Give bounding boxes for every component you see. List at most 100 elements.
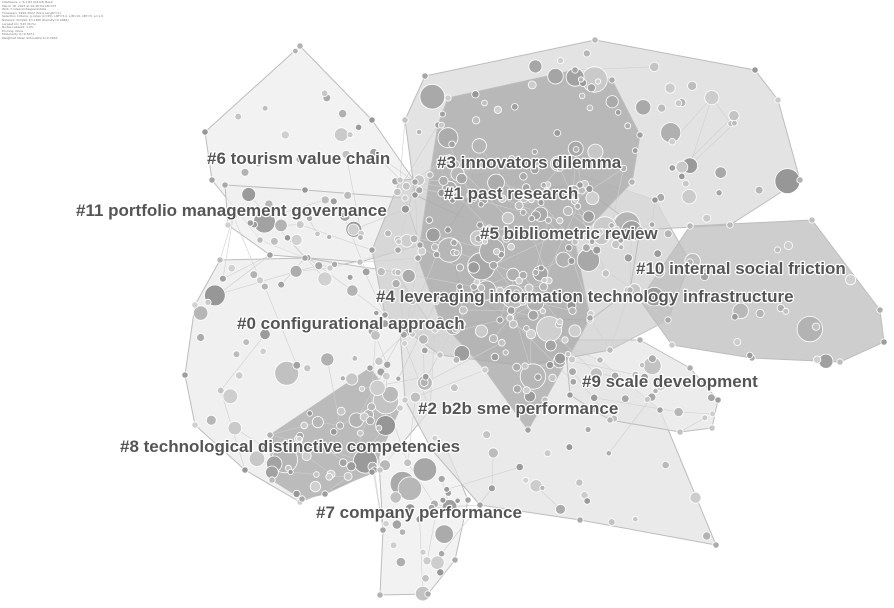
reference-node[interactable]	[394, 246, 402, 254]
reference-node[interactable]	[401, 268, 416, 283]
reference-node[interactable]	[554, 352, 566, 365]
reference-node[interactable]	[701, 414, 709, 422]
reference-node[interactable]	[422, 556, 432, 566]
reference-node[interactable]	[653, 249, 662, 258]
reference-node[interactable]	[450, 239, 458, 247]
reference-node[interactable]	[343, 471, 353, 481]
reference-node[interactable]	[427, 503, 436, 512]
reference-node[interactable]	[471, 90, 480, 99]
reference-node[interactable]	[336, 421, 345, 430]
reference-node[interactable]	[398, 528, 407, 536]
reference-node[interactable]	[728, 110, 740, 122]
reference-node[interactable]	[458, 305, 468, 315]
reference-node[interactable]	[424, 590, 432, 598]
reference-node[interactable]	[652, 387, 659, 395]
reference-node[interactable]	[338, 458, 348, 468]
reference-node[interactable]	[557, 57, 565, 65]
reference-node[interactable]	[492, 248, 501, 256]
reference-node[interactable]	[611, 239, 621, 250]
reference-node[interactable]	[880, 338, 888, 346]
reference-node[interactable]	[401, 116, 409, 124]
reference-node[interactable]	[224, 221, 232, 229]
reference-node[interactable]	[561, 336, 569, 344]
reference-node[interactable]	[240, 167, 250, 177]
reference-node[interactable]	[191, 421, 199, 429]
reference-node[interactable]	[569, 378, 577, 386]
reference-node[interactable]	[541, 396, 549, 404]
reference-node[interactable]	[241, 187, 257, 202]
reference-node[interactable]	[519, 172, 528, 181]
reference-node[interactable]	[403, 458, 412, 468]
reference-node[interactable]	[380, 319, 390, 329]
reference-node[interactable]	[326, 233, 333, 240]
reference-node[interactable]	[568, 306, 577, 315]
reference-node[interactable]	[451, 326, 459, 334]
reference-node[interactable]	[876, 306, 884, 314]
reference-node[interactable]	[443, 486, 451, 493]
cluster-label-9[interactable]: #9 scale development	[581, 371, 759, 392]
reference-node[interactable]	[565, 234, 573, 242]
reference-node[interactable]	[590, 393, 599, 402]
reference-node[interactable]	[585, 185, 594, 193]
reference-node[interactable]	[419, 83, 446, 110]
reference-node[interactable]	[506, 314, 514, 322]
reference-node[interactable]	[391, 279, 401, 289]
reference-node[interactable]	[394, 268, 402, 276]
cluster-label-3[interactable]: #3 innovators dilemma	[436, 152, 623, 173]
reference-node[interactable]	[421, 346, 429, 355]
reference-node[interactable]	[481, 238, 488, 245]
reference-node[interactable]	[746, 351, 754, 359]
reference-node[interactable]	[481, 366, 489, 374]
reference-node[interactable]	[289, 264, 303, 278]
reference-node[interactable]	[367, 402, 376, 412]
reference-node[interactable]	[623, 253, 633, 263]
reference-node[interactable]	[453, 249, 460, 256]
reference-node[interactable]	[296, 42, 304, 50]
reference-node[interactable]	[657, 103, 667, 113]
reference-node[interactable]	[358, 208, 366, 217]
cluster-label-7[interactable]: #7 company performance	[315, 502, 523, 523]
reference-node[interactable]	[309, 480, 321, 493]
reference-node[interactable]	[543, 449, 552, 458]
reference-node[interactable]	[336, 406, 346, 416]
reference-node[interactable]	[522, 183, 531, 192]
reference-node[interactable]	[314, 230, 321, 238]
reference-node[interactable]	[649, 61, 660, 72]
reference-node[interactable]	[555, 503, 566, 515]
reference-node[interactable]	[638, 361, 646, 369]
reference-node[interactable]	[615, 109, 622, 116]
reference-node[interactable]	[532, 268, 540, 276]
reference-node[interactable]	[324, 447, 331, 454]
reference-node[interactable]	[613, 225, 620, 232]
reference-node[interactable]	[249, 270, 259, 279]
reference-node[interactable]	[558, 228, 567, 237]
reference-node[interactable]	[382, 385, 399, 403]
reference-node[interactable]	[568, 355, 576, 364]
cluster-label-4[interactable]: #4 leveraging information technology inf…	[375, 286, 795, 307]
reference-node[interactable]	[539, 307, 547, 315]
reference-node[interactable]	[514, 201, 524, 211]
reference-node[interactable]	[358, 385, 366, 392]
reference-node[interactable]	[674, 99, 683, 107]
reference-node[interactable]	[326, 264, 334, 272]
reference-node[interactable]	[575, 478, 584, 487]
reference-node[interactable]	[704, 90, 720, 106]
reference-node[interactable]	[432, 298, 440, 306]
reference-node[interactable]	[631, 147, 639, 154]
reference-node[interactable]	[266, 431, 274, 439]
reference-node[interactable]	[264, 199, 274, 209]
reference-node[interactable]	[508, 155, 516, 163]
reference-node[interactable]	[524, 283, 534, 293]
reference-node[interactable]	[454, 497, 461, 504]
reference-node[interactable]	[290, 233, 303, 246]
cluster-label-2[interactable]: #2 b2b sme performance	[417, 398, 620, 419]
reference-node[interactable]	[564, 351, 572, 358]
reference-node[interactable]	[632, 516, 639, 523]
reference-node[interactable]	[411, 178, 419, 186]
reference-node[interactable]	[393, 187, 402, 197]
reference-node[interactable]	[471, 116, 481, 125]
reference-node[interactable]	[401, 181, 411, 191]
reference-node[interactable]	[681, 189, 697, 205]
reference-node[interactable]	[504, 289, 513, 298]
